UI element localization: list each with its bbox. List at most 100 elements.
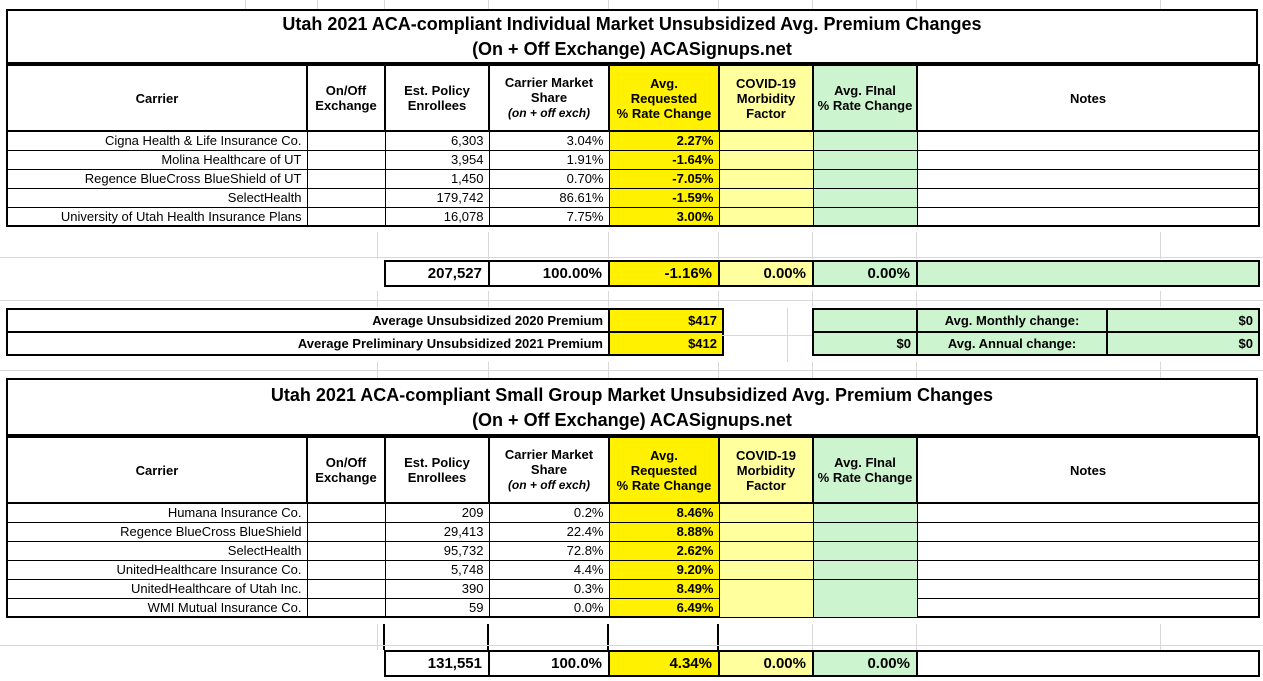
cell-requested[interactable]: 8.46% xyxy=(608,502,720,523)
cell-exchange[interactable] xyxy=(306,540,386,561)
cell-covid-factor[interactable] xyxy=(718,206,814,227)
total-covid-factor[interactable]: 0.00% xyxy=(718,260,814,287)
cell-final-change[interactable] xyxy=(812,168,918,189)
cell-share[interactable]: 0.3% xyxy=(488,578,610,599)
cell-covid-factor[interactable] xyxy=(718,559,814,580)
cell-share[interactable]: 22.4% xyxy=(488,521,610,542)
cell-exchange[interactable] xyxy=(306,502,386,523)
cell-exchange[interactable] xyxy=(306,559,386,580)
total-final-change[interactable]: 0.00% xyxy=(812,260,918,287)
total-covid-factor[interactable]: 0.00% xyxy=(718,650,814,677)
cell-covid-factor[interactable] xyxy=(718,149,814,170)
cell-enrollees[interactable]: 59 xyxy=(384,597,490,618)
cell-final-change[interactable] xyxy=(812,502,918,523)
cell-exchange[interactable] xyxy=(306,187,386,208)
cell-enrollees[interactable]: 16,078 xyxy=(384,206,490,227)
cell-enrollees[interactable]: 5,748 xyxy=(384,559,490,580)
cell-share[interactable]: 1.91% xyxy=(488,149,610,170)
cell-requested[interactable]: 3.00% xyxy=(608,206,720,227)
total-requested[interactable]: -1.16% xyxy=(608,260,720,287)
cell-requested[interactable]: -1.64% xyxy=(608,149,720,170)
cell-enrollees[interactable]: 3,954 xyxy=(384,149,490,170)
cell-requested[interactable]: 2.62% xyxy=(608,540,720,561)
cell-covid-factor[interactable] xyxy=(718,502,814,523)
total-share[interactable]: 100.0% xyxy=(488,650,610,677)
cell-carrier[interactable]: Molina Healthcare of UT xyxy=(6,149,308,170)
cell-exchange[interactable] xyxy=(306,521,386,542)
cell-carrier[interactable]: Cigna Health & Life Insurance Co. xyxy=(6,130,308,151)
cell-carrier[interactable]: WMI Mutual Insurance Co. xyxy=(6,597,308,618)
annual-change-left-value[interactable]: $0 xyxy=(812,331,918,356)
cell-notes[interactable] xyxy=(916,540,1260,561)
cell-enrollees[interactable]: 6,303 xyxy=(384,130,490,151)
cell-carrier[interactable]: Humana Insurance Co. xyxy=(6,502,308,523)
cell-exchange[interactable] xyxy=(306,578,386,599)
cell-notes[interactable] xyxy=(916,130,1260,151)
cell-enrollees[interactable]: 29,413 xyxy=(384,521,490,542)
cell-requested[interactable]: 8.49% xyxy=(608,578,720,599)
cell-share[interactable]: 3.04% xyxy=(488,130,610,151)
cell-share[interactable]: 0.70% xyxy=(488,168,610,189)
total-final-change[interactable]: 0.00% xyxy=(812,650,918,677)
cell-exchange[interactable] xyxy=(306,130,386,151)
cell-exchange[interactable] xyxy=(306,168,386,189)
cell-carrier[interactable]: SelectHealth xyxy=(6,187,308,208)
cell-share[interactable]: 72.8% xyxy=(488,540,610,561)
total-notes[interactable] xyxy=(916,260,1260,287)
cell-final-change[interactable] xyxy=(812,149,918,170)
cell-carrier[interactable]: UnitedHealthcare Insurance Co. xyxy=(6,559,308,580)
cell-notes[interactable] xyxy=(916,187,1260,208)
cell-covid-factor[interactable] xyxy=(718,540,814,561)
total-notes[interactable] xyxy=(916,650,1260,677)
total-share[interactable]: 100.00% xyxy=(488,260,610,287)
cell-final-change[interactable] xyxy=(812,187,918,208)
cell-notes[interactable] xyxy=(916,168,1260,189)
cell-covid-factor[interactable] xyxy=(718,130,814,151)
cell-share[interactable]: 0.0% xyxy=(488,597,610,618)
cell-requested[interactable]: -7.05% xyxy=(608,168,720,189)
cell-requested[interactable]: 8.88% xyxy=(608,521,720,542)
cell-share[interactable]: 7.75% xyxy=(488,206,610,227)
cell-enrollees[interactable]: 390 xyxy=(384,578,490,599)
cell-final-change[interactable] xyxy=(812,521,918,542)
cell-notes[interactable] xyxy=(916,559,1260,580)
cell-share[interactable]: 0.2% xyxy=(488,502,610,523)
cell-notes[interactable] xyxy=(916,206,1260,227)
monthly-change-value[interactable]: $0 xyxy=(1106,308,1260,333)
cell-notes[interactable] xyxy=(916,149,1260,170)
cell-enrollees[interactable]: 179,742 xyxy=(384,187,490,208)
cell-covid-factor[interactable] xyxy=(718,578,814,618)
cell-covid-factor[interactable] xyxy=(718,187,814,208)
annual-change-value[interactable]: $0 xyxy=(1106,331,1260,356)
cell-exchange[interactable] xyxy=(306,149,386,170)
cell-requested[interactable]: 2.27% xyxy=(608,130,720,151)
cell-requested[interactable]: 6.49% xyxy=(608,597,720,618)
cell-carrier[interactable]: SelectHealth xyxy=(6,540,308,561)
cell-final-change[interactable] xyxy=(812,559,918,580)
premium-2021-value[interactable]: $412 xyxy=(608,331,724,356)
cell-carrier[interactable]: Regence BlueCross BlueShield of UT xyxy=(6,168,308,189)
cell-notes[interactable] xyxy=(916,597,1260,618)
cell-requested[interactable]: -1.59% xyxy=(608,187,720,208)
cell-final-change[interactable] xyxy=(812,540,918,561)
cell-notes[interactable] xyxy=(916,578,1260,599)
change-summary-empty-cell[interactable] xyxy=(812,308,918,333)
cell-enrollees[interactable]: 95,732 xyxy=(384,540,490,561)
cell-covid-factor[interactable] xyxy=(718,521,814,542)
cell-carrier[interactable]: University of Utah Health Insurance Plan… xyxy=(6,206,308,227)
cell-carrier[interactable]: UnitedHealthcare of Utah Inc. xyxy=(6,578,308,599)
cell-carrier[interactable]: Regence BlueCross BlueShield xyxy=(6,521,308,542)
cell-enrollees[interactable]: 1,450 xyxy=(384,168,490,189)
cell-share[interactable]: 86.61% xyxy=(488,187,610,208)
total-requested[interactable]: 4.34% xyxy=(608,650,720,677)
cell-notes[interactable] xyxy=(916,521,1260,542)
total-enrollees[interactable]: 131,551 xyxy=(384,650,490,677)
cell-exchange[interactable] xyxy=(306,206,386,227)
cell-requested[interactable]: 9.20% xyxy=(608,559,720,580)
cell-enrollees[interactable]: 209 xyxy=(384,502,490,523)
cell-final-change[interactable] xyxy=(812,130,918,151)
cell-exchange[interactable] xyxy=(306,597,386,618)
premium-2020-value[interactable]: $417 xyxy=(608,308,724,333)
cell-final-change[interactable] xyxy=(812,578,918,618)
cell-notes[interactable] xyxy=(916,502,1260,523)
